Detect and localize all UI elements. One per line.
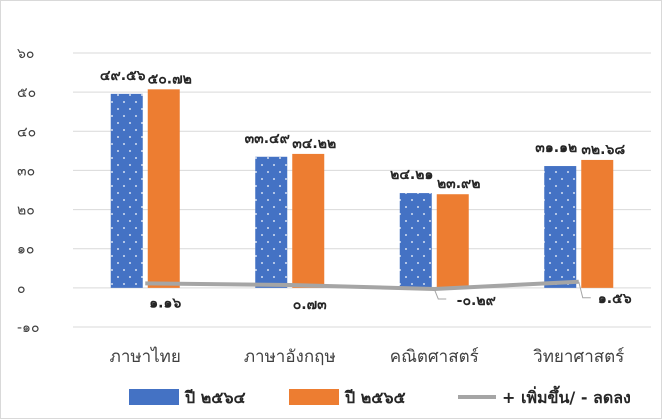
data-label: ๒๔.๒๑ <box>390 167 433 183</box>
bar <box>292 153 325 288</box>
data-label: ๔๙.๕๖ <box>100 68 146 84</box>
change-label: ๐.๗๓ <box>293 297 327 313</box>
legend-label: + เพิ่มขึ้น/ - ลดลง <box>502 385 631 407</box>
leader-line <box>433 288 447 300</box>
legend-label: ปี ๒๕๖๕ <box>344 388 406 407</box>
legend-swatch <box>289 389 339 405</box>
bar <box>581 159 614 288</box>
x-category-label: ภาษาไทย <box>110 346 181 367</box>
bar <box>544 166 577 288</box>
leader-line <box>578 281 591 299</box>
legend-label: ปี ๒๕๖๔ <box>184 388 246 407</box>
data-label: ๓๔.๒๒ <box>292 136 336 152</box>
bar <box>436 194 469 288</box>
change-line <box>145 279 579 291</box>
legend-swatch <box>129 389 179 405</box>
x-category-label: วิทยาศาสตร์ <box>533 347 625 367</box>
data-label: ๓๑.๑๒ <box>535 140 577 156</box>
bar <box>399 193 432 288</box>
change-label: -๐.๒๙ <box>457 293 496 309</box>
bar <box>147 89 180 288</box>
bar <box>110 93 143 288</box>
x-category-label: ภาษาอังกฤษ <box>244 347 336 367</box>
y-tick-label: ๕๐ <box>17 85 36 101</box>
y-tick-label: ๓๐ <box>17 163 35 179</box>
data-label: ๓๓.๔๙ <box>245 131 290 147</box>
y-tick-label: ๐ <box>17 281 26 297</box>
x-category-label: คณิตศาสตร์ <box>390 347 479 367</box>
y-tick-label: ๔๐ <box>17 124 36 140</box>
bar <box>255 156 288 288</box>
data-label: ๓๒.๖๘ <box>581 142 625 158</box>
data-label: ๒๓.๙๒ <box>437 176 481 192</box>
y-tick-label: ๑๐ <box>17 242 34 258</box>
y-tick-label: ๒๐ <box>17 203 35 219</box>
y-tick-label: ๖๐ <box>17 46 34 62</box>
change-label: ๑.๑๖ <box>149 295 181 311</box>
change-label: ๑.๕๖ <box>598 291 632 307</box>
data-label: ๕๐.๗๒ <box>148 71 192 87</box>
y-tick-label: -๑๐ <box>17 320 39 336</box>
